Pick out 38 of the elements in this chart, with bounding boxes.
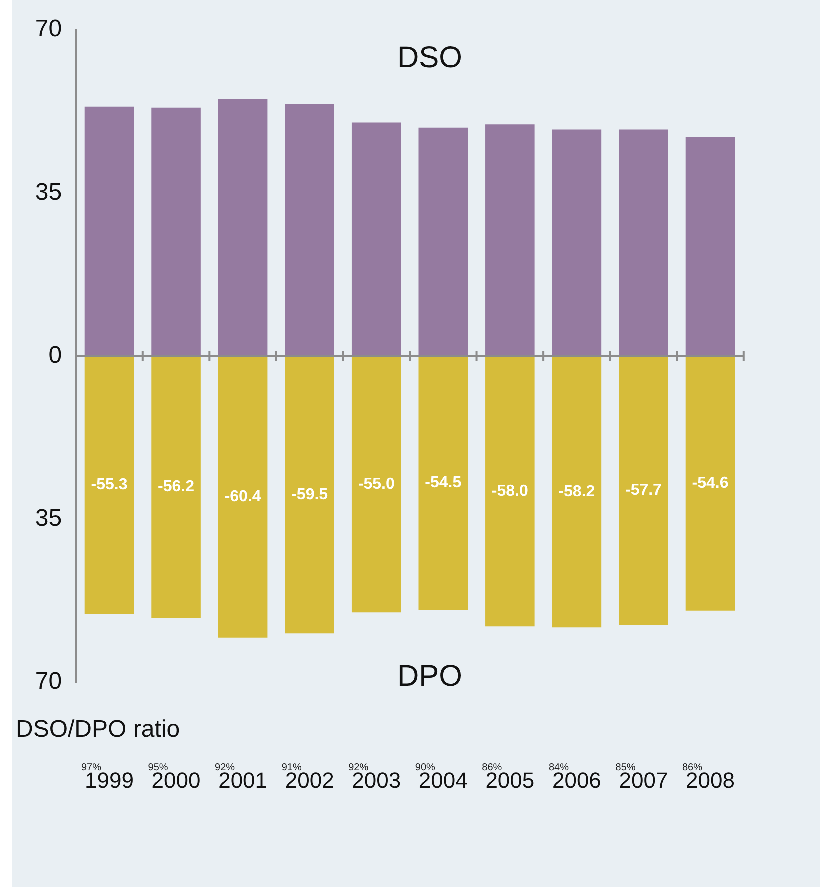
bar bbox=[486, 356, 535, 627]
bar bbox=[486, 124, 535, 356]
y-tick-label: 35 bbox=[35, 505, 62, 532]
bar bbox=[686, 137, 736, 356]
bar bbox=[152, 108, 201, 356]
data-label: -60.4 bbox=[224, 488, 262, 506]
bar bbox=[152, 356, 201, 618]
y-tick-label: 35 bbox=[35, 178, 62, 206]
y-tick-label: 0 bbox=[48, 342, 62, 369]
bar bbox=[84, 106, 134, 356]
bar bbox=[619, 356, 668, 626]
data-label: -54.5 bbox=[425, 474, 462, 492]
bar bbox=[619, 130, 668, 356]
y-tick-label: 70 bbox=[35, 668, 62, 696]
bar bbox=[418, 128, 468, 356]
bar bbox=[418, 356, 468, 610]
bar bbox=[218, 356, 268, 638]
data-label: -58.0 bbox=[492, 482, 529, 500]
bar bbox=[352, 356, 402, 613]
bar bbox=[552, 356, 602, 628]
bar bbox=[552, 130, 602, 356]
data-label: -59.5 bbox=[292, 486, 328, 504]
bar bbox=[218, 98, 268, 356]
bar bbox=[84, 356, 134, 614]
series-label: DPO bbox=[397, 660, 463, 694]
bar bbox=[686, 356, 736, 611]
data-label: -56.2 bbox=[158, 478, 195, 496]
bar bbox=[352, 122, 402, 356]
data-label: -55.3 bbox=[91, 476, 128, 494]
text: DSO/DPO ratio bbox=[16, 716, 180, 744]
data-label: -57.7 bbox=[625, 482, 662, 500]
data-label: -54.6 bbox=[692, 474, 729, 492]
data-label: -55.0 bbox=[358, 476, 395, 493]
bar bbox=[285, 356, 334, 634]
series-label: DSO bbox=[397, 41, 463, 74]
y-tick-label: 70 bbox=[35, 16, 62, 43]
data-label: -58.2 bbox=[558, 483, 596, 500]
bar bbox=[285, 104, 334, 356]
